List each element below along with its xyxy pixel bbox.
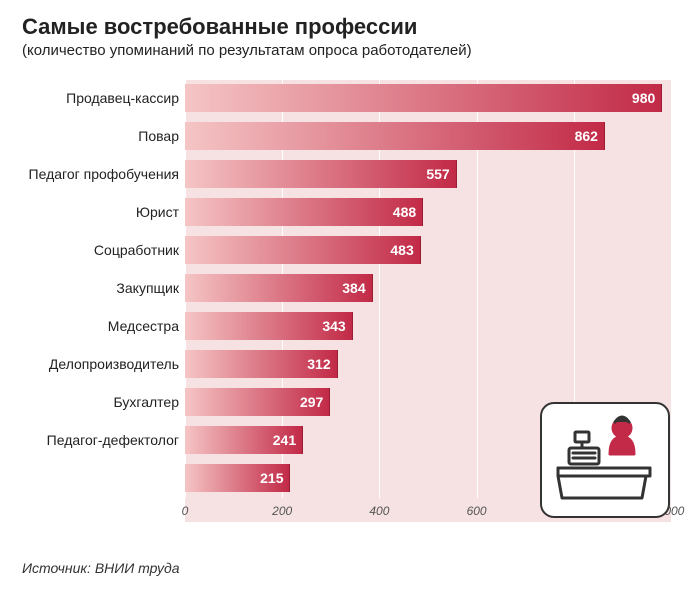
bar: 980 <box>185 84 662 112</box>
bar-label: Педагог профобучения <box>19 166 179 182</box>
bar-label: Медсестра <box>19 318 179 334</box>
bar: 483 <box>185 236 421 264</box>
bar: 241 <box>185 426 303 454</box>
bar: 557 <box>185 160 457 188</box>
bar-label: Закупщик <box>19 280 179 296</box>
bar-label: Делопроизводитель <box>19 356 179 372</box>
bar-label: Юрист <box>19 204 179 220</box>
bar-label: Повар <box>19 128 179 144</box>
bar-value: 297 <box>300 394 323 410</box>
bar-value: 980 <box>632 90 655 106</box>
x-tick-label: 400 <box>369 504 389 518</box>
bar: 297 <box>185 388 330 416</box>
bar-value: 343 <box>322 318 345 334</box>
bar: 488 <box>185 198 423 226</box>
x-tick-label: 200 <box>272 504 292 518</box>
source-name: ВНИИ труда <box>95 560 180 576</box>
bar: 215 <box>185 464 290 492</box>
source-line: Источник: ВНИИ труда <box>22 560 180 576</box>
table-row: Педагог профобучения557 <box>185 156 671 192</box>
bar-value: 862 <box>575 128 598 144</box>
bar-value: 483 <box>390 242 413 258</box>
bar-value: 215 <box>260 470 283 486</box>
bar-value: 557 <box>426 166 449 182</box>
table-row: Повар862 <box>185 118 671 154</box>
gridline <box>671 80 672 498</box>
table-row: Медсестра343 <box>185 308 671 344</box>
bar-value: 384 <box>342 280 365 296</box>
table-row: Соцработник483 <box>185 232 671 268</box>
bar-label: Продавец-кассир <box>19 90 179 106</box>
bar: 384 <box>185 274 373 302</box>
table-row: Юрист488 <box>185 194 671 230</box>
bar-label: Педагог-дефектолог <box>19 432 179 448</box>
bar-label: Соцработник <box>19 242 179 258</box>
source-prefix: Источник: <box>22 560 95 576</box>
bar-value: 241 <box>273 432 296 448</box>
bar-value: 488 <box>393 204 416 220</box>
chart-title: Самые востребованные профессии <box>22 14 694 40</box>
chart-subtitle: (количество упоминаний по результатам оп… <box>22 42 694 59</box>
table-row: Продавец-кассир980 <box>185 80 671 116</box>
bar-label: Бухгалтер <box>19 394 179 410</box>
bar: 862 <box>185 122 605 150</box>
table-row: Закупщик384 <box>185 270 671 306</box>
cashier-icon <box>540 402 670 518</box>
bar: 343 <box>185 312 353 340</box>
x-tick-label: 600 <box>467 504 487 518</box>
table-row: Делопроизводитель312 <box>185 346 671 382</box>
bar-value: 312 <box>307 356 330 372</box>
bar: 312 <box>185 350 338 378</box>
x-tick-label: 0 <box>182 504 189 518</box>
